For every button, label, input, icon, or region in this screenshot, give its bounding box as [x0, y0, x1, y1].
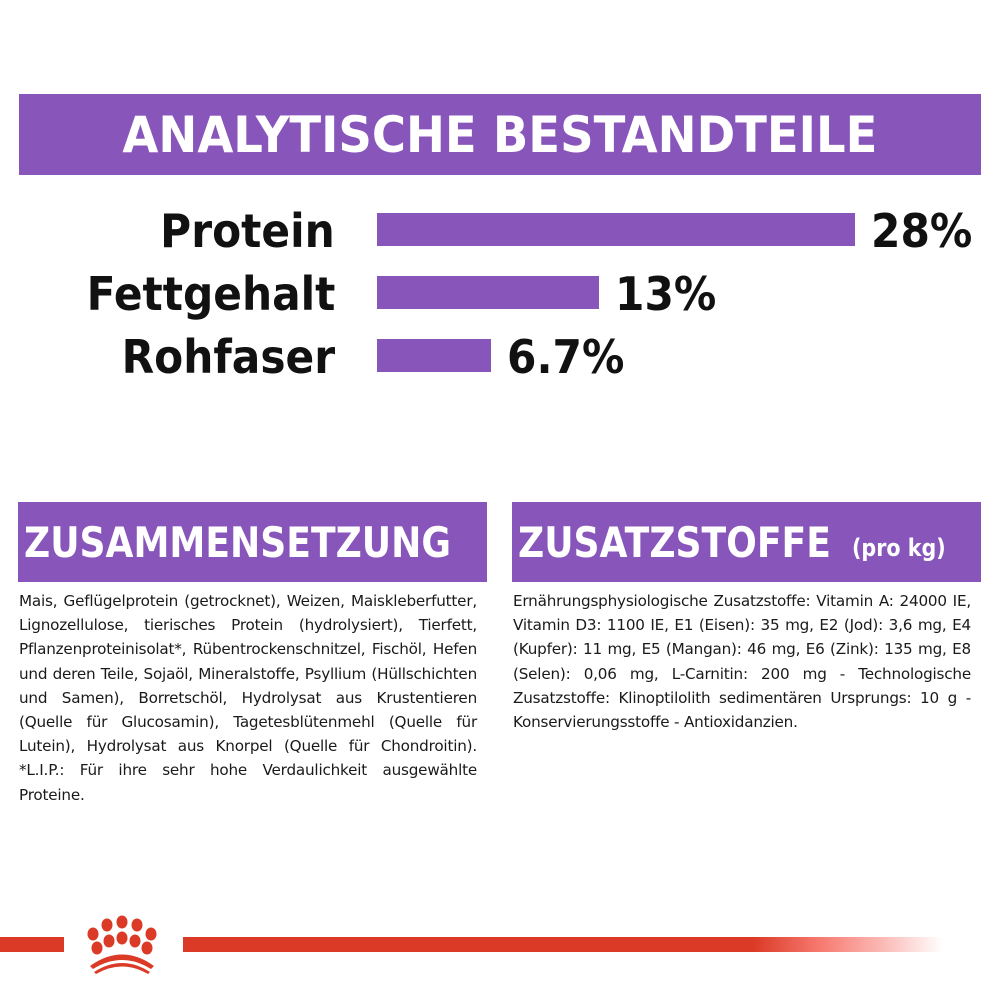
analytical-components-title: ANALYTISCHE BESTANDTEILE [122, 105, 878, 164]
chart-row: Rohfaser 6.7% [0, 327, 1000, 387]
footer-stripe-left [0, 937, 64, 952]
chart-row: Protein 28% [0, 201, 1000, 261]
chart-value-label: 13% [615, 267, 717, 321]
crown-icon [87, 915, 157, 974]
chart-category-label: Fettgehalt [86, 267, 335, 321]
chart-category-label: Protein [160, 204, 335, 258]
analytical-components-header: ANALYTISCHE BESTANDTEILE [19, 94, 981, 175]
composition-text: Mais, Geflügelprotein (getrocknet), Weiz… [19, 592, 477, 804]
additives-subtitle: (pro kg) [851, 534, 946, 562]
additives-title: ZUSATZSTOFFE [518, 517, 831, 567]
chart-category-label: Rohfaser [121, 330, 335, 384]
chart-value-label: 28% [871, 204, 973, 258]
footer-stripe-right [183, 937, 943, 952]
chart-bar [377, 213, 855, 246]
chart-bar [377, 276, 599, 309]
composition-header: ZUSAMMENSETZUNG [18, 502, 487, 582]
additives-header: ZUSATZSTOFFE (pro kg) [512, 502, 981, 582]
chart-bar [377, 339, 491, 372]
chart-row: Fettgehalt 13% [0, 264, 1000, 324]
composition-title: ZUSAMMENSETZUNG [24, 517, 452, 567]
additives-text: Ernährungsphysiologische Zusatzstoffe: V… [513, 592, 971, 732]
chart-value-label: 6.7% [507, 330, 625, 384]
